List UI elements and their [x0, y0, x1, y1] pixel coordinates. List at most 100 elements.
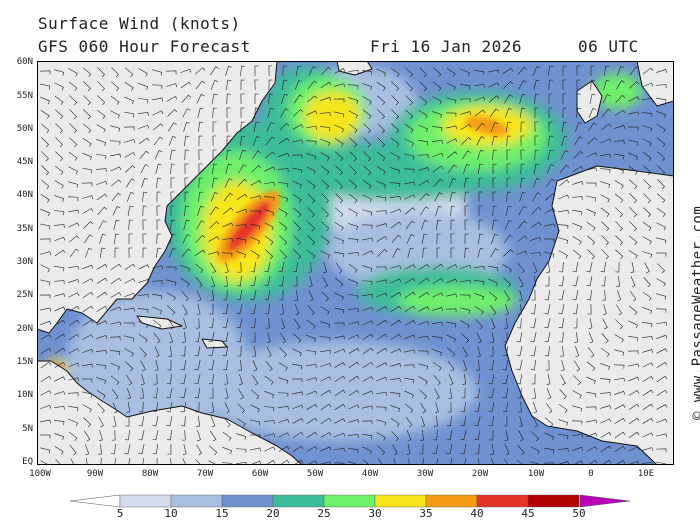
wind-barb: [236, 208, 248, 213]
wind-barb: [460, 444, 467, 455]
wind-barb: [518, 430, 524, 442]
wind-barb: [642, 362, 654, 368]
wind-barb: [222, 318, 229, 329]
wind-barb: [376, 180, 387, 189]
wind-barb: [404, 403, 414, 414]
wind-barb: [433, 67, 442, 78]
wind-barb: [335, 193, 344, 204]
wind-barb: [376, 279, 387, 284]
wind-barb: [600, 153, 611, 158]
wind-barb: [156, 233, 161, 245]
wind-barb: [600, 363, 611, 371]
wind-barb: [376, 166, 386, 175]
wind-barb: [170, 205, 175, 217]
wind-barb: [516, 459, 525, 465]
wind-barb: [334, 335, 345, 340]
wind-barb: [334, 432, 346, 438]
wind-barb: [96, 193, 108, 201]
colorbar-cell: [476, 494, 529, 508]
wind-barb: [251, 374, 259, 386]
wind-barb: [180, 81, 192, 89]
wind-barb: [142, 247, 147, 259]
wind-barb: [601, 235, 609, 246]
wind-barb: [83, 95, 91, 106]
wind-barb: [586, 432, 598, 438]
wind-barb: [504, 318, 509, 329]
wind-barb: [319, 112, 331, 117]
wind-barb: [557, 224, 569, 229]
colorbar-cell: [119, 494, 172, 508]
wind-barb: [419, 443, 424, 455]
wind-barb: [657, 179, 665, 190]
wind-barb: [417, 350, 429, 355]
wind-barb: [156, 191, 161, 203]
colorbar-label: 40: [470, 507, 484, 520]
colorbar-cells: [119, 494, 580, 508]
wind-barb: [306, 377, 318, 382]
wind-barb: [473, 70, 485, 76]
wind-barb: [278, 182, 289, 188]
wind-barb: [279, 459, 290, 465]
wind-barb: [195, 234, 206, 243]
wind-barb: [502, 374, 509, 385]
wind-barb: [474, 109, 486, 117]
wind-barb: [54, 376, 66, 382]
wind-barb: [305, 364, 317, 369]
wind-barb: [503, 415, 508, 427]
wind-barb: [266, 332, 271, 344]
wind-barb: [601, 108, 612, 118]
wind-barb: [55, 137, 63, 148]
wind-barb: [265, 136, 276, 146]
wind-barb: [334, 307, 345, 314]
wind-barb: [573, 375, 582, 386]
wind-barb: [431, 126, 443, 132]
wind-barb: [419, 389, 428, 400]
wind-barb: [391, 431, 399, 442]
colorbar-label: 5: [116, 507, 124, 520]
wind-barb: [268, 79, 273, 91]
wind-barb: [586, 376, 596, 385]
wind-barb: [40, 179, 50, 190]
wind-barb: [125, 165, 136, 173]
wind-barb: [40, 123, 50, 134]
wind-barb: [544, 290, 550, 301]
wind-barb: [376, 362, 388, 368]
wind-barb: [236, 304, 243, 315]
wind-barb: [534, 121, 539, 133]
wind-barb: [361, 420, 373, 425]
wind-barb: [306, 166, 316, 175]
wind-barb: [68, 319, 80, 327]
wind-barb: [180, 360, 187, 371]
wind-barb: [390, 167, 401, 174]
wind-barb: [349, 179, 358, 190]
wind-barb: [544, 304, 551, 315]
wind-barb: [600, 405, 612, 409]
wind-barb: [224, 262, 229, 274]
wind-barb: [224, 178, 233, 188]
wind-barb: [111, 81, 120, 92]
wind-barb: [348, 252, 359, 256]
wind-barb: [113, 219, 120, 230]
wind-barb: [614, 349, 625, 356]
wind-barb: [489, 345, 494, 357]
wind-barb: [422, 247, 427, 259]
wind-barb: [167, 318, 175, 330]
wind-barb: [627, 126, 639, 131]
wind-barb: [656, 361, 668, 368]
colorbar-high-arrow: [579, 494, 631, 508]
wind-barb: [533, 79, 540, 90]
wind-barb: [196, 290, 202, 302]
wind-barb: [323, 262, 327, 274]
wind-barb: [656, 110, 667, 119]
wind-barb: [54, 82, 64, 91]
wind-barb: [348, 348, 360, 354]
wind-barb: [587, 303, 592, 315]
wind-barb: [655, 252, 667, 257]
wind-barb: [390, 292, 402, 298]
wind-barb: [491, 458, 495, 465]
wind-barb: [335, 262, 343, 274]
wind-barb: [293, 275, 298, 287]
wind-barb: [362, 306, 374, 311]
wind-barb: [307, 235, 316, 246]
wind-barb: [138, 294, 149, 298]
